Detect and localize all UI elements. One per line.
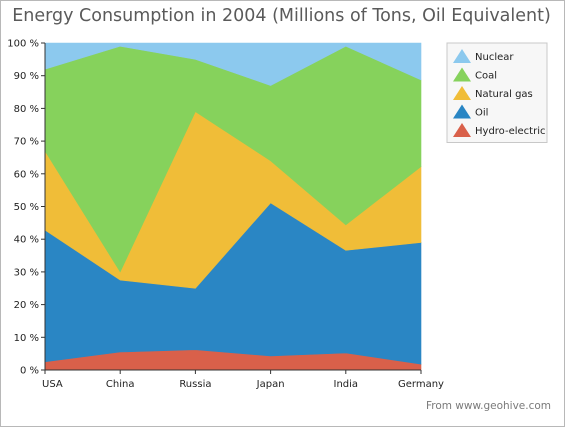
legend-label: Oil — [475, 108, 488, 119]
y-tick-label: 50 % — [14, 202, 39, 213]
source-credit: From www.geohive.com — [425, 400, 551, 412]
y-tick-label: 80 % — [14, 104, 39, 115]
y-tick-label: 40 % — [14, 235, 39, 246]
area-nuclear — [44, 42, 422, 86]
legend-label: Coal — [475, 71, 497, 82]
x-tick-label: Japan — [256, 379, 285, 390]
legend-swatch — [453, 86, 471, 100]
y-tick-label: 70 % — [14, 137, 39, 148]
x-tick-label: USA — [42, 379, 63, 390]
legend-swatch — [453, 123, 471, 137]
legend-swatch — [453, 67, 471, 82]
legend-label: Nuclear — [475, 52, 514, 63]
legend-label: Natural gas — [475, 89, 533, 100]
legend: Nuclear Coal Natural gas Oil Hydro-electric — [446, 42, 548, 143]
x-tick-label: India — [334, 379, 359, 390]
chart-title: Energy Consumption in 2004 (Millions of … — [12, 6, 551, 26]
y-tick-label: 30 % — [14, 267, 39, 278]
axes-group: 0 % 10 % 20 % 30 % 40 % 50 % 60 % 70 % 80 % 90 % 1… — [7, 39, 444, 391]
y-tick-label: 0 % — [20, 366, 39, 377]
x-tick-label: Germany — [398, 379, 444, 390]
legend-swatch — [453, 49, 471, 63]
x-tick-label: Russia — [179, 379, 211, 390]
area-series-group — [44, 42, 422, 371]
legend-label: Hydro-electric — [475, 126, 545, 137]
y-tick-label: 20 % — [14, 300, 39, 311]
y-tick-label: 100 % — [7, 39, 39, 50]
y-tick-label: 60 % — [14, 169, 39, 180]
y-tick-label: 10 % — [14, 333, 39, 344]
legend-swatch — [453, 104, 471, 119]
y-tick-label: 90 % — [14, 71, 39, 82]
x-tick-label: China — [106, 379, 135, 390]
